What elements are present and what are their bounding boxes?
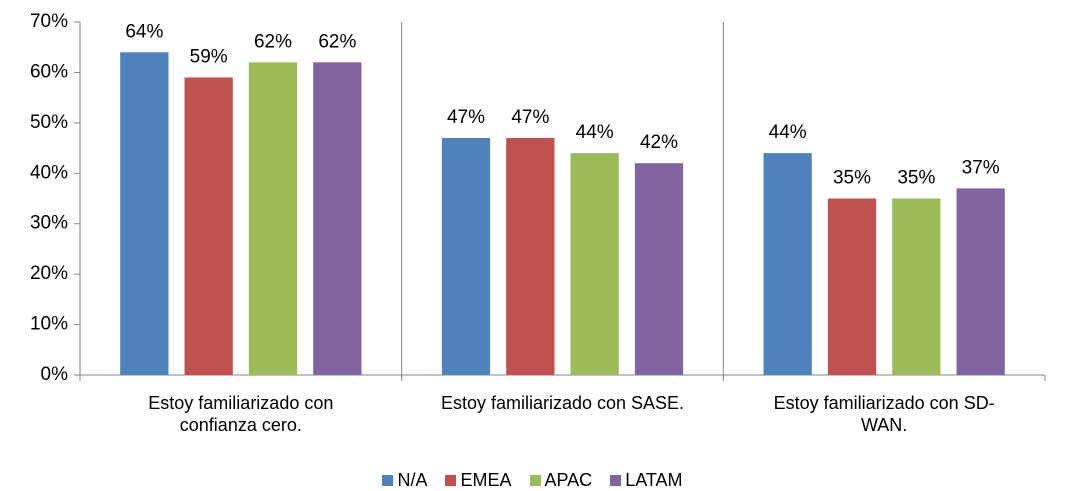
legend-item: N/A <box>382 470 427 491</box>
bar <box>441 137 491 375</box>
bar <box>506 137 555 375</box>
bar <box>892 198 941 375</box>
bar <box>248 62 298 375</box>
data-label: 59% <box>190 46 228 67</box>
y-tick-label: 30% <box>30 213 68 234</box>
bar <box>184 77 233 375</box>
bar <box>634 163 684 375</box>
data-label: 35% <box>897 168 935 189</box>
legend-swatch <box>610 475 622 486</box>
data-label: 42% <box>640 132 678 153</box>
data-label: 47% <box>511 107 549 128</box>
data-label: 64% <box>125 21 163 42</box>
bar <box>956 188 1005 375</box>
bar <box>120 52 169 375</box>
legend-swatch <box>529 475 541 486</box>
x-tick-label: Estoy familiarizado con SD-WAN. <box>773 393 995 435</box>
bar <box>763 153 812 375</box>
y-tick-label: 10% <box>30 314 68 335</box>
data-label: 44% <box>576 122 614 143</box>
legend-label: APAC <box>544 470 593 490</box>
bar <box>827 198 877 375</box>
legend-item: LATAM <box>610 470 683 491</box>
y-tick-label: 70% <box>30 11 68 32</box>
y-tick-label: 60% <box>30 61 68 82</box>
data-label: 44% <box>769 122 807 143</box>
legend-label: LATAM <box>625 470 683 490</box>
legend-label: N/A <box>397 470 428 490</box>
x-tick-label: Estoy familiarizado con confianza cero. <box>148 393 334 435</box>
data-label: 62% <box>318 31 356 52</box>
data-label: 62% <box>254 31 292 52</box>
legend-swatch <box>445 475 457 486</box>
y-tick-label: 40% <box>30 162 68 183</box>
y-tick-label: 20% <box>30 263 68 284</box>
legend-item: APAC <box>529 470 593 491</box>
legend-swatch <box>382 475 394 486</box>
y-tick-label: 0% <box>41 364 69 385</box>
bar <box>570 153 619 375</box>
bar <box>313 62 362 375</box>
legend: N/A EMEA APAC LATAM <box>0 470 1065 491</box>
legend-label: EMEA <box>460 470 512 490</box>
data-label: 47% <box>447 107 485 128</box>
x-tick-label: Estoy familiarizado con SASE. <box>440 393 685 413</box>
y-tick-label: 50% <box>30 112 68 133</box>
data-label: 37% <box>962 157 1000 178</box>
legend-item: EMEA <box>445 470 512 491</box>
data-label: 35% <box>833 168 871 189</box>
